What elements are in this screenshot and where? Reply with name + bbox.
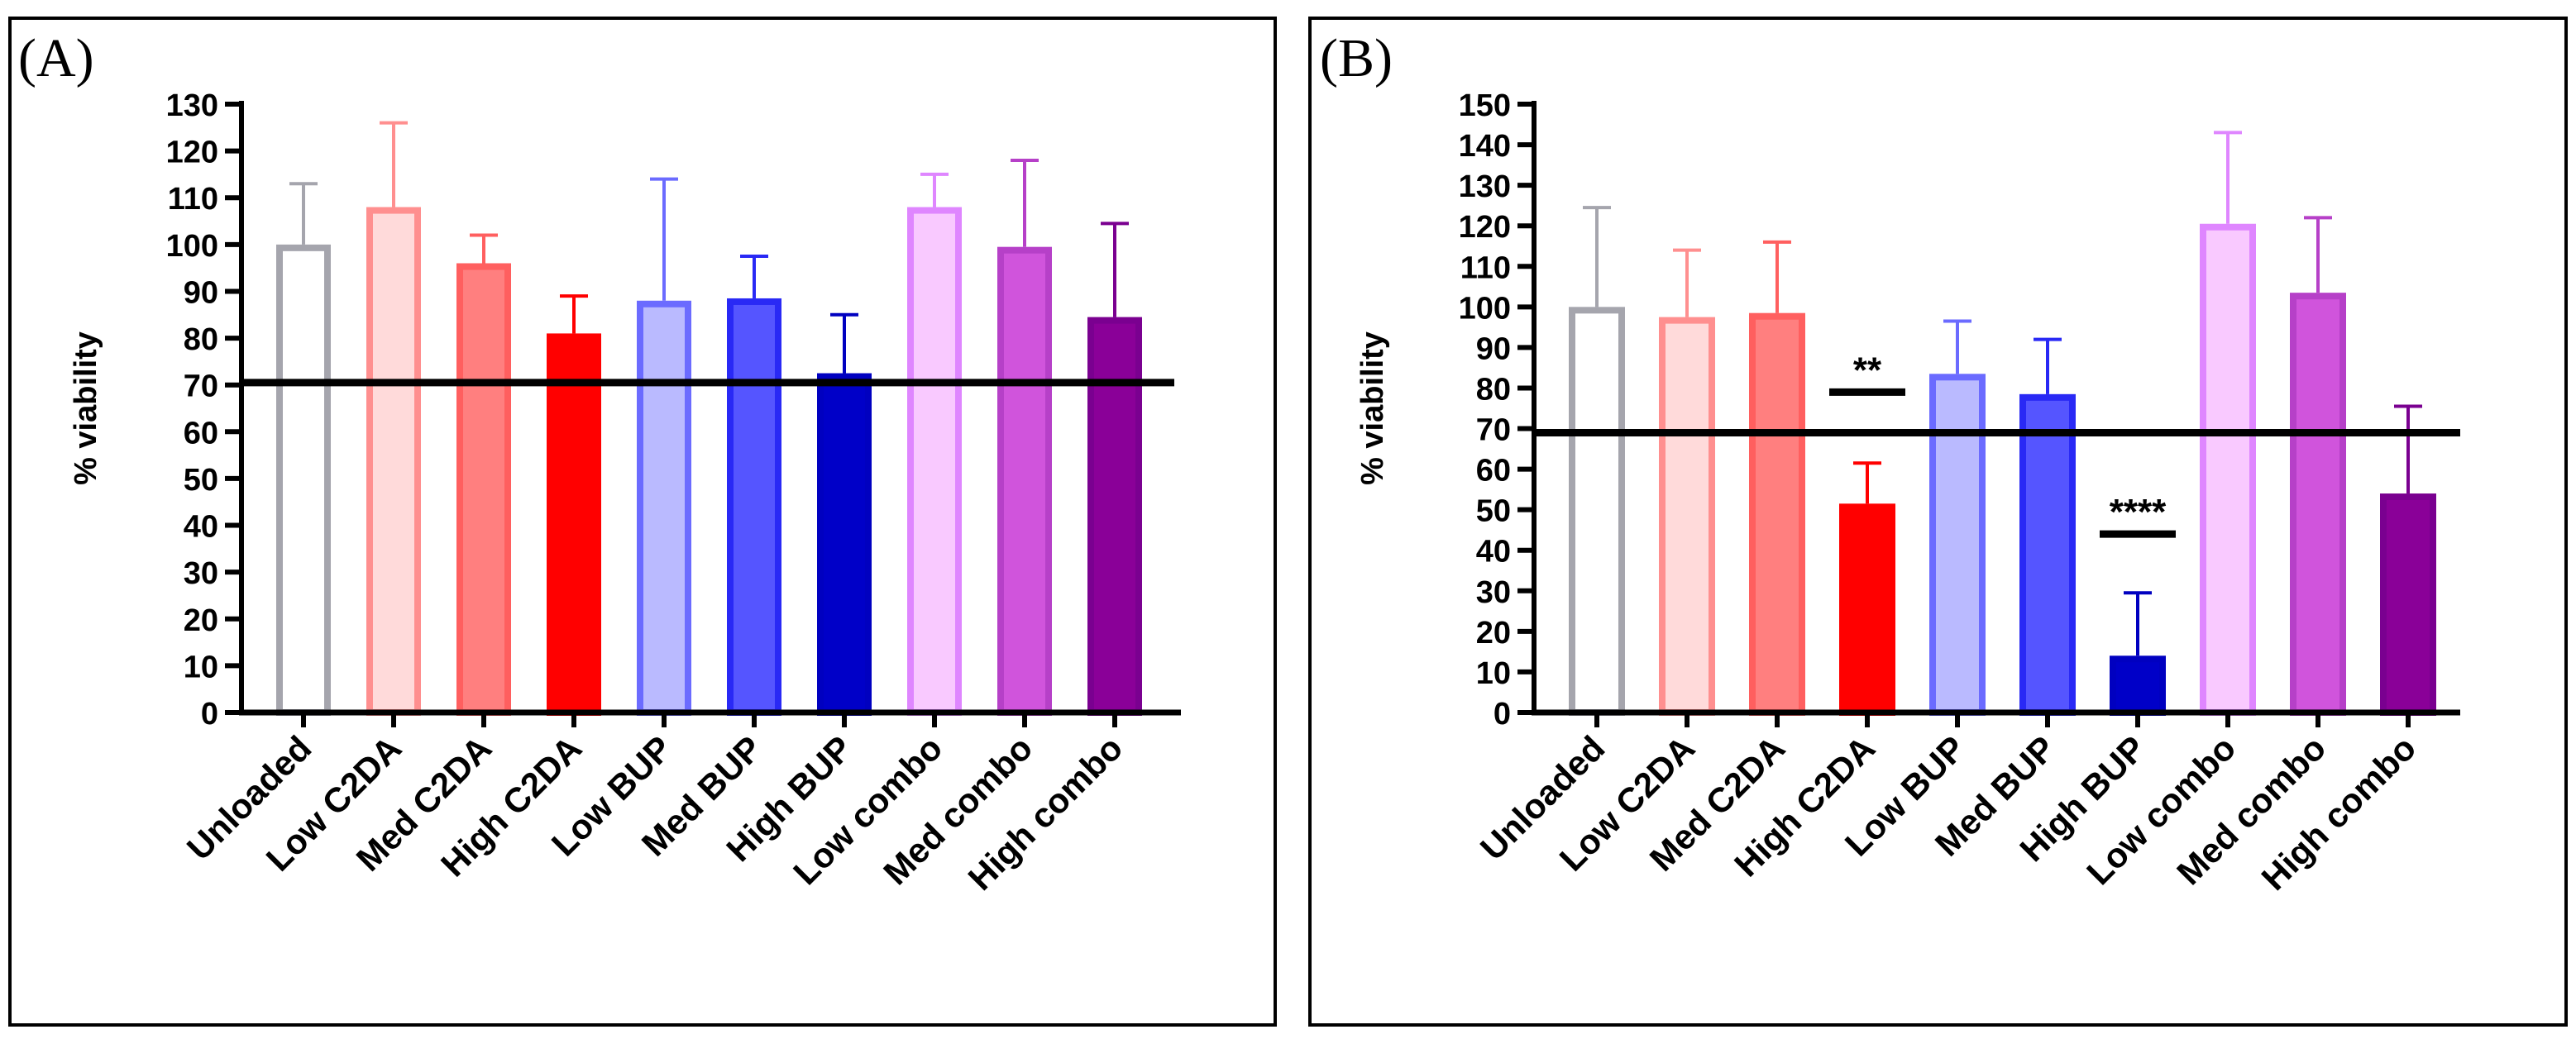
panel-b-y-tick-label: 40	[1476, 535, 1511, 570]
panel-b: (B) % viability 0 10 20 30 40 50 60 70 80 90 100 11…	[1308, 17, 2568, 1027]
panel-a-y-tick-label: 100	[166, 229, 218, 264]
panel-b-y-tick-label: 100	[1459, 291, 1511, 326]
panel-b-y-tick-label: 60	[1476, 454, 1511, 489]
panel-b-y-tick-label: 30	[1476, 575, 1511, 610]
panel-a-bar	[456, 263, 511, 716]
panel-a-frame	[8, 17, 1277, 1027]
panel-a-y-tick-label: 30	[184, 556, 218, 591]
panel-b-bar	[1839, 503, 1895, 716]
panel-b-y-tick-label: 90	[1476, 331, 1511, 366]
panel-a-y-tick-label: 130	[166, 88, 218, 123]
panel-b-bar	[1929, 374, 1986, 716]
panel-b-y-tick-label: 10	[1476, 656, 1511, 691]
panel-a-bar	[366, 207, 421, 717]
panel-b-y-tick-label: 80	[1476, 372, 1511, 407]
panel-b-label: (B)	[1320, 28, 1393, 88]
panel-a-bar	[997, 246, 1052, 716]
panel-a-y-tick-label: 70	[184, 369, 218, 404]
panel-b-y-tick-label: 140	[1459, 129, 1511, 164]
panel-b-bar	[2200, 223, 2256, 717]
panel-a-bar	[727, 298, 781, 716]
panel-a-label: (A)	[18, 28, 94, 88]
panel-b-y-axis-title: % viability	[1355, 331, 1390, 485]
panel-a-y-tick-label: 60	[184, 416, 218, 450]
panel-b-significance-label: ****	[2110, 492, 2167, 532]
panel-a-bar	[547, 333, 601, 716]
panel-b-y-tick-label: 20	[1476, 616, 1511, 651]
panel-a-y-tick-label: 80	[184, 322, 218, 357]
panel-b-bar	[1749, 312, 1805, 716]
panel-a-bar	[276, 244, 331, 717]
panel-b-bar	[2019, 393, 2076, 716]
panel-b-bar	[2380, 493, 2436, 716]
panel-a-y-tick-label: 0	[201, 697, 218, 732]
panel-b-y-tick-label: 50	[1476, 494, 1511, 529]
panel-b-y-tick-label: 70	[1476, 413, 1511, 448]
panel-a-bar	[637, 300, 691, 716]
panel-b-y-tick-label: 0	[1494, 697, 1511, 732]
panel-a-y-tick-label: 110	[168, 182, 218, 217]
panel-a-y-tick-label: 20	[184, 603, 218, 638]
panel-b-bar	[2110, 655, 2166, 716]
panel-b-significance-label: **	[1853, 350, 1882, 390]
panel-a-y-axis-title: % viability	[69, 331, 103, 485]
panel-a-bar	[907, 207, 962, 717]
panel-a-y-tick-label: 40	[184, 510, 218, 545]
panel-b-bar	[2290, 293, 2346, 716]
panel-a-y-tick-label: 50	[184, 463, 218, 498]
panel-b-y-tick-label: 110	[1460, 250, 1511, 285]
panel-b-y-tick-label: 130	[1459, 169, 1511, 204]
panel-b-y-tick-label: 150	[1459, 88, 1511, 123]
panel-b-bar	[1569, 307, 1625, 716]
panel-b-bar	[1659, 317, 1715, 716]
panel-a: (A) % viability 0 10 20 30 40 50 60 70 80 90 100 11…	[8, 17, 1277, 1027]
panel-a-bar	[817, 373, 872, 716]
panel-a-y-tick-label: 120	[166, 136, 218, 170]
panel-b-frame	[1308, 17, 2568, 1027]
panel-a-y-tick-label: 10	[184, 650, 218, 684]
panel-b-y-tick-label: 120	[1459, 210, 1511, 245]
panel-a-y-tick-label: 90	[184, 275, 218, 310]
